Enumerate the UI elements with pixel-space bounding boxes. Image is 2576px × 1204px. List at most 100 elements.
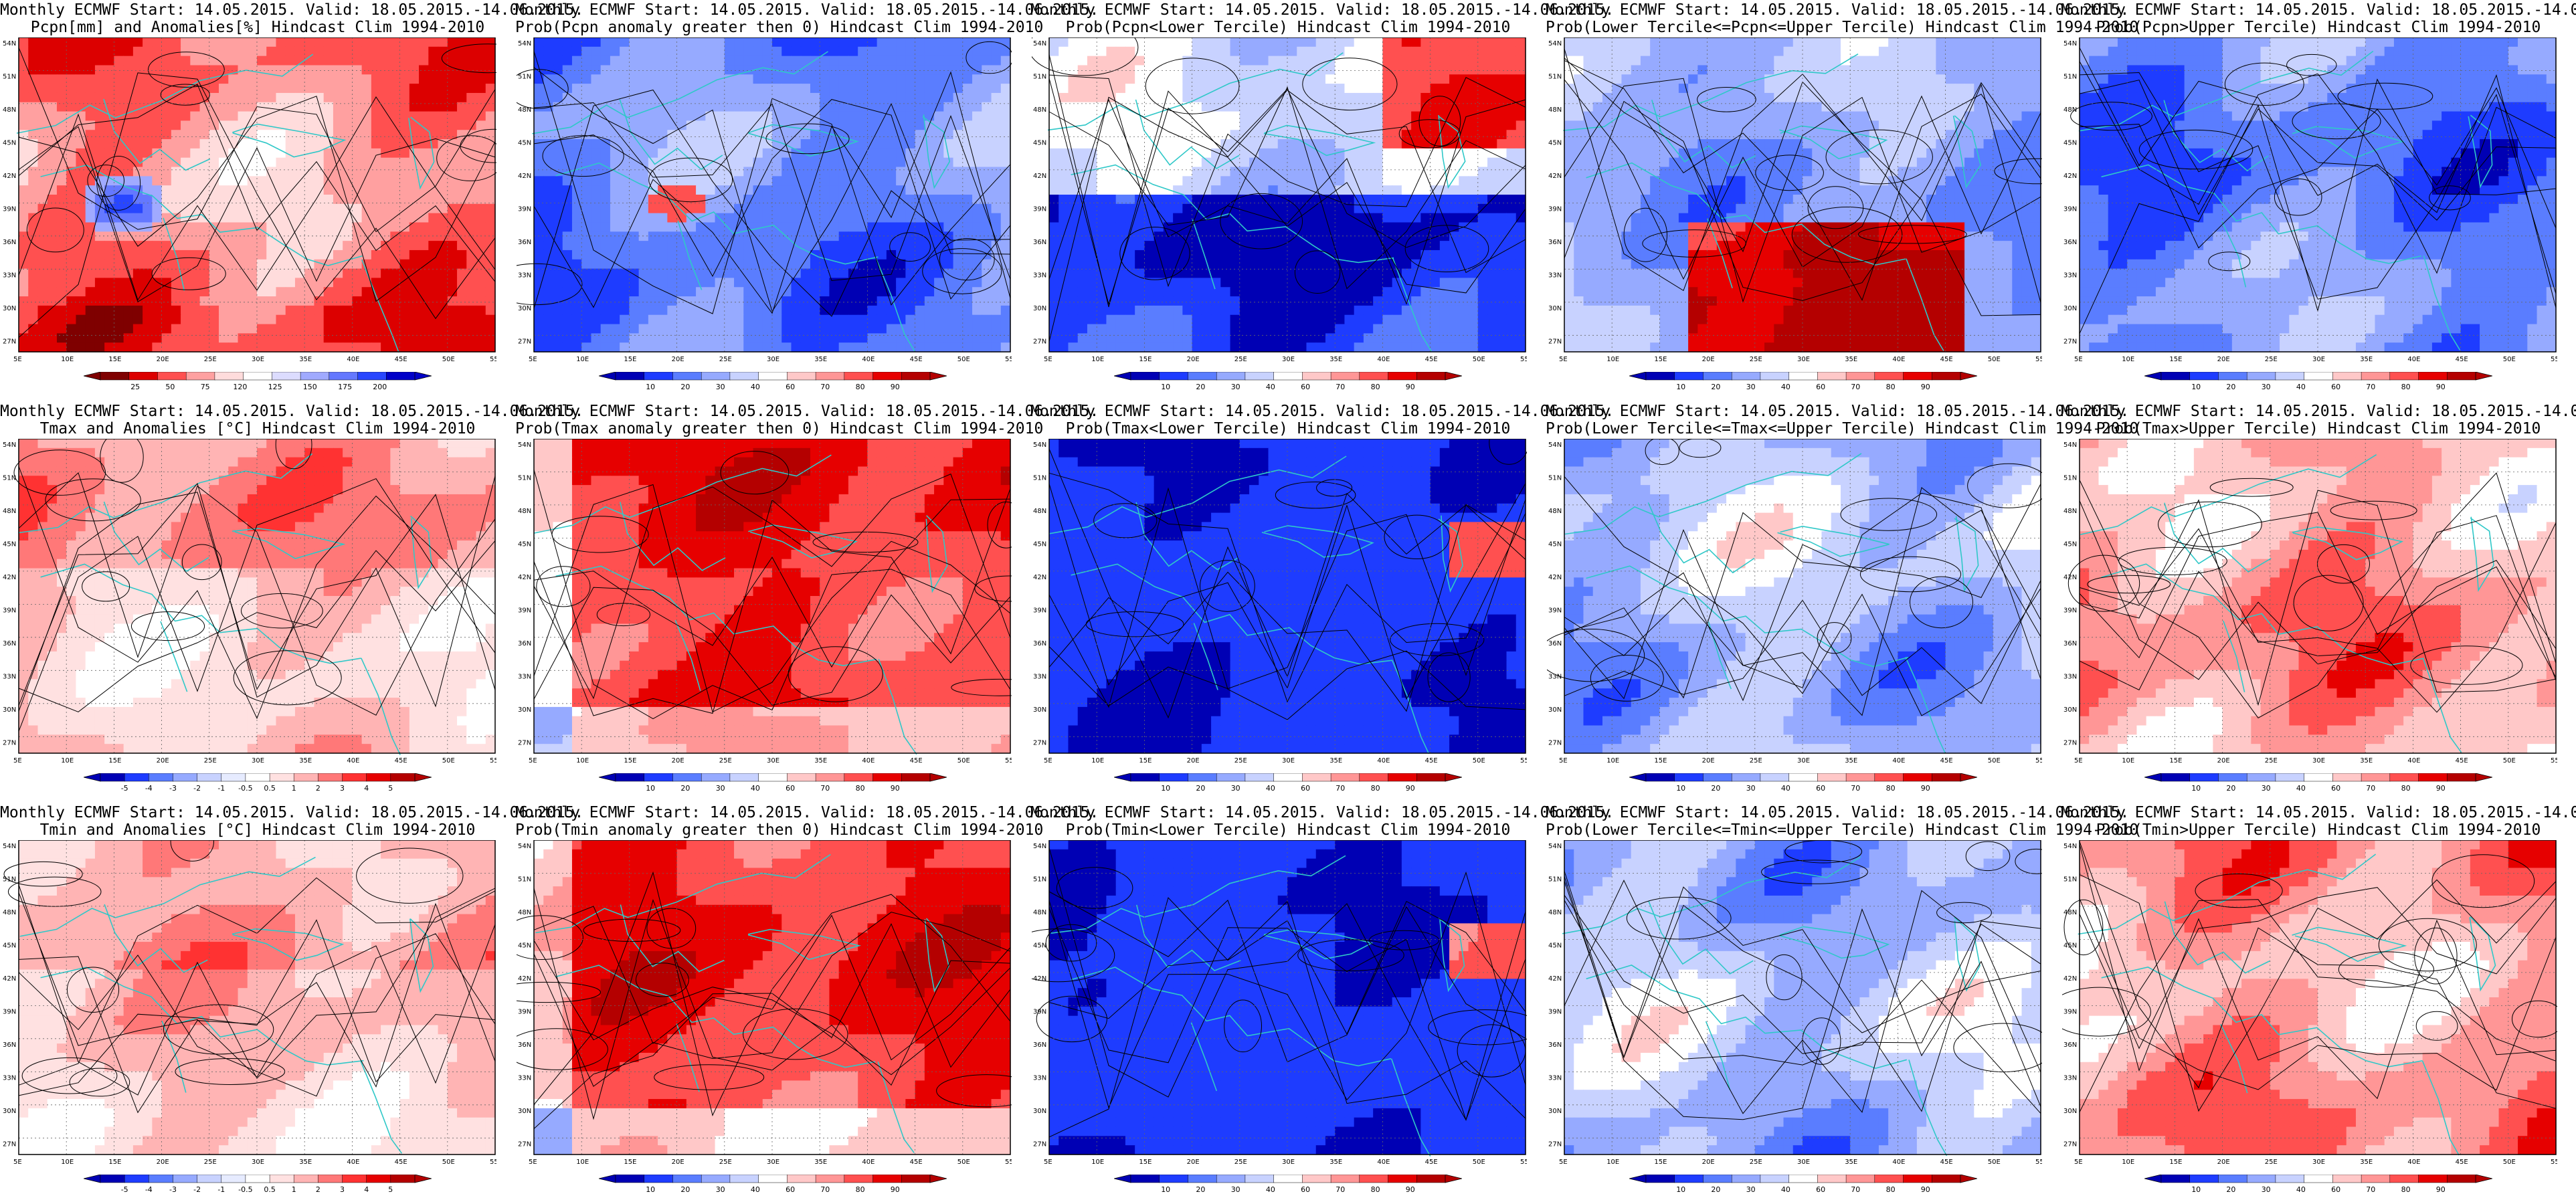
- lon-tick-label: 5E: [529, 1159, 537, 1166]
- colorbar-tick-label: 5: [388, 784, 393, 793]
- lon-tick-label: 40E: [1377, 1159, 1390, 1166]
- map-frame: [1048, 840, 1526, 1155]
- lat-tick-label: 42N: [1033, 574, 1046, 581]
- colorbar-swatch: [644, 773, 674, 782]
- lat-lon-grid: [1564, 840, 2041, 1155]
- colorbar-tick-label: -5: [121, 1185, 128, 1194]
- colorbar-tick-label: 10: [1161, 1185, 1170, 1194]
- lat-lon-grid: [1564, 37, 2041, 352]
- colorbar-swatch: [1932, 372, 1961, 381]
- colorbar-swatch: [701, 1175, 731, 1183]
- colorbar-swatch: [2447, 372, 2476, 381]
- forecast-map: 54N 51N 48N 45N 42N 39N 36N 33N 30N 27N 5E 10E 15E 20…: [1032, 37, 1527, 363]
- map-frame: [533, 439, 1011, 754]
- colorbar-swatch: [2189, 1175, 2219, 1183]
- colorbar-tick-label: -1: [217, 1185, 225, 1194]
- lat-lon-grid: [19, 840, 495, 1155]
- lon-tick-label: 50E: [1473, 1159, 1485, 1166]
- lat-tick-label: 42N: [1548, 975, 1562, 983]
- lat-tick-label: 30N: [1548, 305, 1562, 312]
- lon-tick-label: 15E: [624, 757, 636, 765]
- panel-subtitle: Prob(Lower Tercile<=Pcpn<=Upper Tercile)…: [1546, 19, 2138, 37]
- lat-tick-label: 51N: [1033, 475, 1046, 482]
- lon-tick-label: 55E: [2551, 757, 2557, 765]
- lat-tick-label: 33N: [518, 673, 531, 680]
- lon-tick-label: 20E: [1187, 356, 1200, 363]
- map-frame: [1048, 439, 1526, 754]
- colorbar-tick-label: 80: [2401, 784, 2411, 793]
- lat-tick-label: 54N: [2063, 40, 2077, 47]
- lon-tick-label: 55E: [2551, 1159, 2557, 1166]
- colorbar-swatch: [245, 773, 270, 782]
- lat-tick-label: 54N: [518, 40, 531, 47]
- lat-tick-label: 48N: [2063, 508, 2077, 515]
- colorbar-tick-label: 60: [2331, 1185, 2340, 1194]
- colorbar-tick-label: 70: [2366, 784, 2375, 793]
- lon-tick-label: 30E: [252, 356, 264, 363]
- panel-title: Monthly ECMWF Start: 14.05.2015. Valid: …: [1030, 1, 1614, 19]
- panel-subtitle: Prob(Tmax<Lower Tercile) Hindcast Clim 1…: [1030, 420, 1546, 438]
- colorbar-swatch: [2304, 773, 2334, 782]
- lon-tick-label: 45E: [2456, 356, 2468, 363]
- lat-tick-label: 39N: [2063, 1008, 2077, 1015]
- contour-lines: [13, 439, 496, 732]
- lat-tick-label: 39N: [3, 205, 16, 213]
- colorbar-tick-label: 175: [338, 383, 352, 391]
- colorbar-tick-label: 30: [716, 1185, 725, 1194]
- colorbar-legend: 10 20 30 40 60 70 80 90: [2144, 1175, 2492, 1194]
- colorbar-swatch: [1188, 372, 1217, 381]
- colorbar-tick-label: 90: [2436, 784, 2446, 793]
- lat-tick-label: 36N: [1033, 239, 1046, 246]
- lon-tick-label: 50E: [1473, 356, 1485, 363]
- colorbar-swatch: [185, 372, 215, 381]
- contour-lines: [2067, 472, 2557, 718]
- colorbar-swatch: [2160, 1175, 2191, 1183]
- colorbar-swatch: [1159, 1175, 1189, 1183]
- colorbar-tick-label: 60: [786, 784, 795, 793]
- colorbar-tick-label: 20: [2226, 383, 2235, 391]
- lat-tick-label: 39N: [518, 1008, 531, 1015]
- colorbar-legend: -5 -4 -3 -2 -1 -0.5 0.5 1 2 3 4 5: [84, 1175, 432, 1194]
- panel-subtitle: Prob(Tmax>Upper Tercile) Hindcast Clim 1…: [2061, 420, 2576, 438]
- colorbar-tick-label: -4: [145, 1185, 153, 1194]
- colorbar-tick-label: 40: [1781, 383, 1790, 391]
- lat-tick-label: 51N: [1548, 74, 1562, 81]
- lon-tick-label: 55E: [1005, 757, 1012, 765]
- forecast-map: 54N 51N 48N 45N 42N 39N 36N 33N 30N 27N 5E 10E 15E 20…: [1548, 37, 2042, 363]
- forecast-field: [1564, 37, 2041, 353]
- colorbar-arrow-right: [929, 1175, 947, 1183]
- lat-tick-label: 27N: [3, 1140, 16, 1148]
- lat-tick-label: 54N: [1548, 441, 1562, 449]
- colorbar-legend: 10 20 30 40 60 70 80 90: [599, 773, 947, 793]
- colorbar-tick-label: 80: [856, 784, 865, 793]
- lon-tick-label: 15E: [624, 356, 636, 363]
- lat-tick-label: 45N: [518, 139, 531, 146]
- colorbar-tick-label: 70: [820, 1185, 830, 1194]
- lat-tick-label: 45N: [1548, 139, 1562, 146]
- lon-tick-label: 45E: [910, 1159, 923, 1166]
- colorbar-tick-label: 80: [1371, 1185, 1380, 1194]
- lat-tick-label: 33N: [2063, 673, 2077, 680]
- map-frame: [1564, 439, 2041, 754]
- lat-tick-label: 54N: [518, 843, 531, 850]
- colorbar-swatch: [1388, 372, 1417, 381]
- lon-tick-label: 20E: [1702, 757, 1715, 765]
- lat-tick-label: 39N: [1548, 607, 1562, 614]
- colorbar-arrow-left: [599, 1175, 616, 1183]
- forecast-map: 54N 51N 48N 45N 42N 39N 36N 33N 30N 27N 5E 10E 15E 20…: [517, 840, 1012, 1166]
- colorbar-swatch: [1273, 1175, 1303, 1183]
- lon-tick-label: 10E: [2122, 356, 2134, 363]
- lon-tick-label: 30E: [2312, 757, 2325, 765]
- colorbar-swatch: [1330, 773, 1360, 782]
- colorbar-swatch: [1302, 773, 1331, 782]
- lon-tick-label: 25E: [2265, 356, 2278, 363]
- lon-tick-label: 25E: [2265, 757, 2278, 765]
- colorbar-tick-label: 150: [303, 383, 317, 391]
- lon-tick-label: 45E: [395, 1159, 407, 1166]
- colorbar-swatch: [1703, 372, 1732, 381]
- colorbar-swatch: [221, 773, 246, 782]
- forecast-field: [2080, 37, 2557, 353]
- lon-tick-label: 10E: [1091, 356, 1104, 363]
- colorbar-arrow-right: [414, 372, 432, 381]
- colorbar-swatch: [1760, 372, 1790, 381]
